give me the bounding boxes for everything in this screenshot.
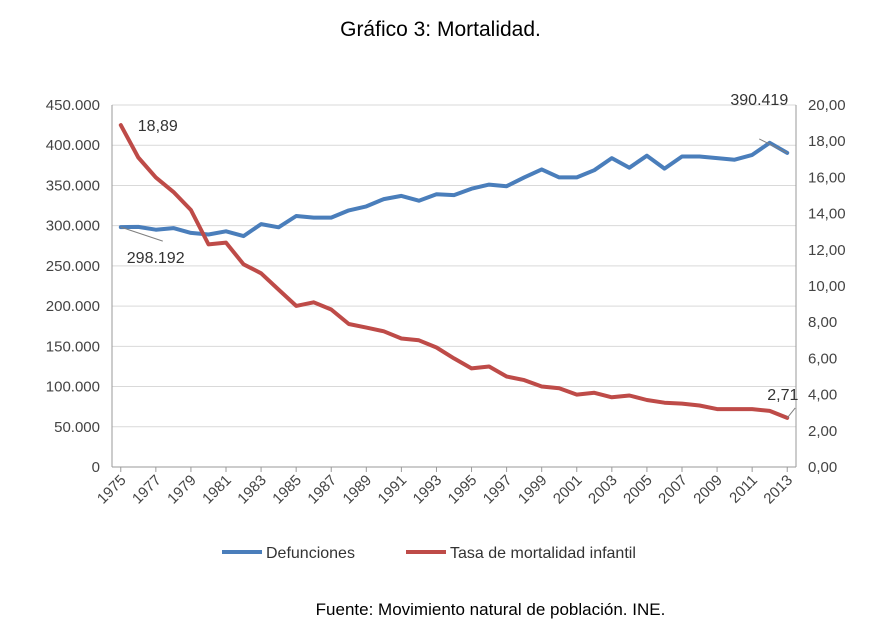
- x-tick-label: 1981: [199, 472, 235, 508]
- y-left-tick-label: 350.000: [46, 177, 100, 194]
- x-tick-label: 2013: [760, 472, 796, 508]
- y-left-tick-label: 450.000: [46, 97, 100, 114]
- x-tick-label: 1983: [234, 472, 270, 508]
- y-left-tick-label: 250.000: [46, 258, 100, 275]
- y-right-tick-label: 2,00: [808, 423, 837, 440]
- y-right-tick-label: 10,00: [808, 278, 846, 295]
- data-label-defunciones-first: 298.192: [127, 250, 185, 267]
- legend-label-defunciones: Defunciones: [266, 545, 355, 562]
- y-left-tick-label: 100.000: [46, 379, 100, 396]
- y-left-tick-label: 200.000: [46, 298, 100, 315]
- x-tick-label: 1993: [410, 472, 446, 508]
- y-right-tick-label: 8,00: [808, 314, 837, 331]
- y-right-tick-label: 6,00: [808, 350, 837, 367]
- x-tick-label: 2005: [620, 472, 656, 508]
- series-line-defunciones: [118, 140, 790, 239]
- y-right-tick-label: 20,00: [808, 97, 846, 114]
- x-tick-label: 2001: [550, 472, 586, 508]
- series-line-tasa: [118, 123, 790, 420]
- x-tick-label: 2011: [726, 472, 761, 507]
- y-left-tick-label: 300.000: [46, 218, 100, 235]
- y-right-tick-label: 18,00: [808, 133, 846, 150]
- x-tick-label: 1995: [445, 472, 481, 508]
- annotation-leader: [759, 138, 788, 154]
- x-tick-label: 2007: [655, 472, 691, 508]
- legend-label-tasa: Tasa de mortalidad infantil: [450, 545, 636, 562]
- y-right-tick-label: 0,00: [808, 459, 837, 476]
- source-note: Fuente: Movimiento natural de población.…: [315, 600, 666, 619]
- x-tick-label: 1975: [94, 472, 130, 508]
- y-left-tick-label: 50.000: [54, 419, 100, 436]
- annotation-leader: [120, 226, 163, 242]
- x-tick-label: 1991: [375, 472, 411, 508]
- data-label-defunciones-last: 390.419: [730, 92, 788, 109]
- annotation-leader: [786, 407, 796, 419]
- y-right-tick-label: 12,00: [808, 242, 846, 259]
- x-tick-label: 1997: [480, 472, 516, 508]
- y-right-tick-label: 14,00: [808, 206, 846, 223]
- data-label-tasa-last: 2,71: [767, 387, 798, 404]
- x-tick-label: 1979: [164, 472, 200, 508]
- y-right-tick-label: 4,00: [808, 387, 837, 404]
- data-label-tasa-first: 18,89: [138, 118, 178, 135]
- x-tick-label: 1987: [304, 472, 340, 508]
- x-tick-label: 2003: [585, 472, 621, 508]
- x-tick-label: 1977: [129, 472, 165, 508]
- y-right-tick-label: 16,00: [808, 169, 846, 186]
- x-tick-label: 1985: [269, 472, 305, 508]
- x-tick-label: 2009: [690, 472, 726, 508]
- y-left-tick-label: 0: [92, 459, 100, 476]
- chart-title: Gráfico 3: Mortalidad.: [340, 18, 541, 41]
- x-tick-label: 1989: [340, 472, 376, 508]
- y-left-tick-label: 150.000: [46, 338, 100, 355]
- x-tick-label: 1999: [515, 472, 551, 508]
- y-left-tick-label: 400.000: [46, 137, 100, 154]
